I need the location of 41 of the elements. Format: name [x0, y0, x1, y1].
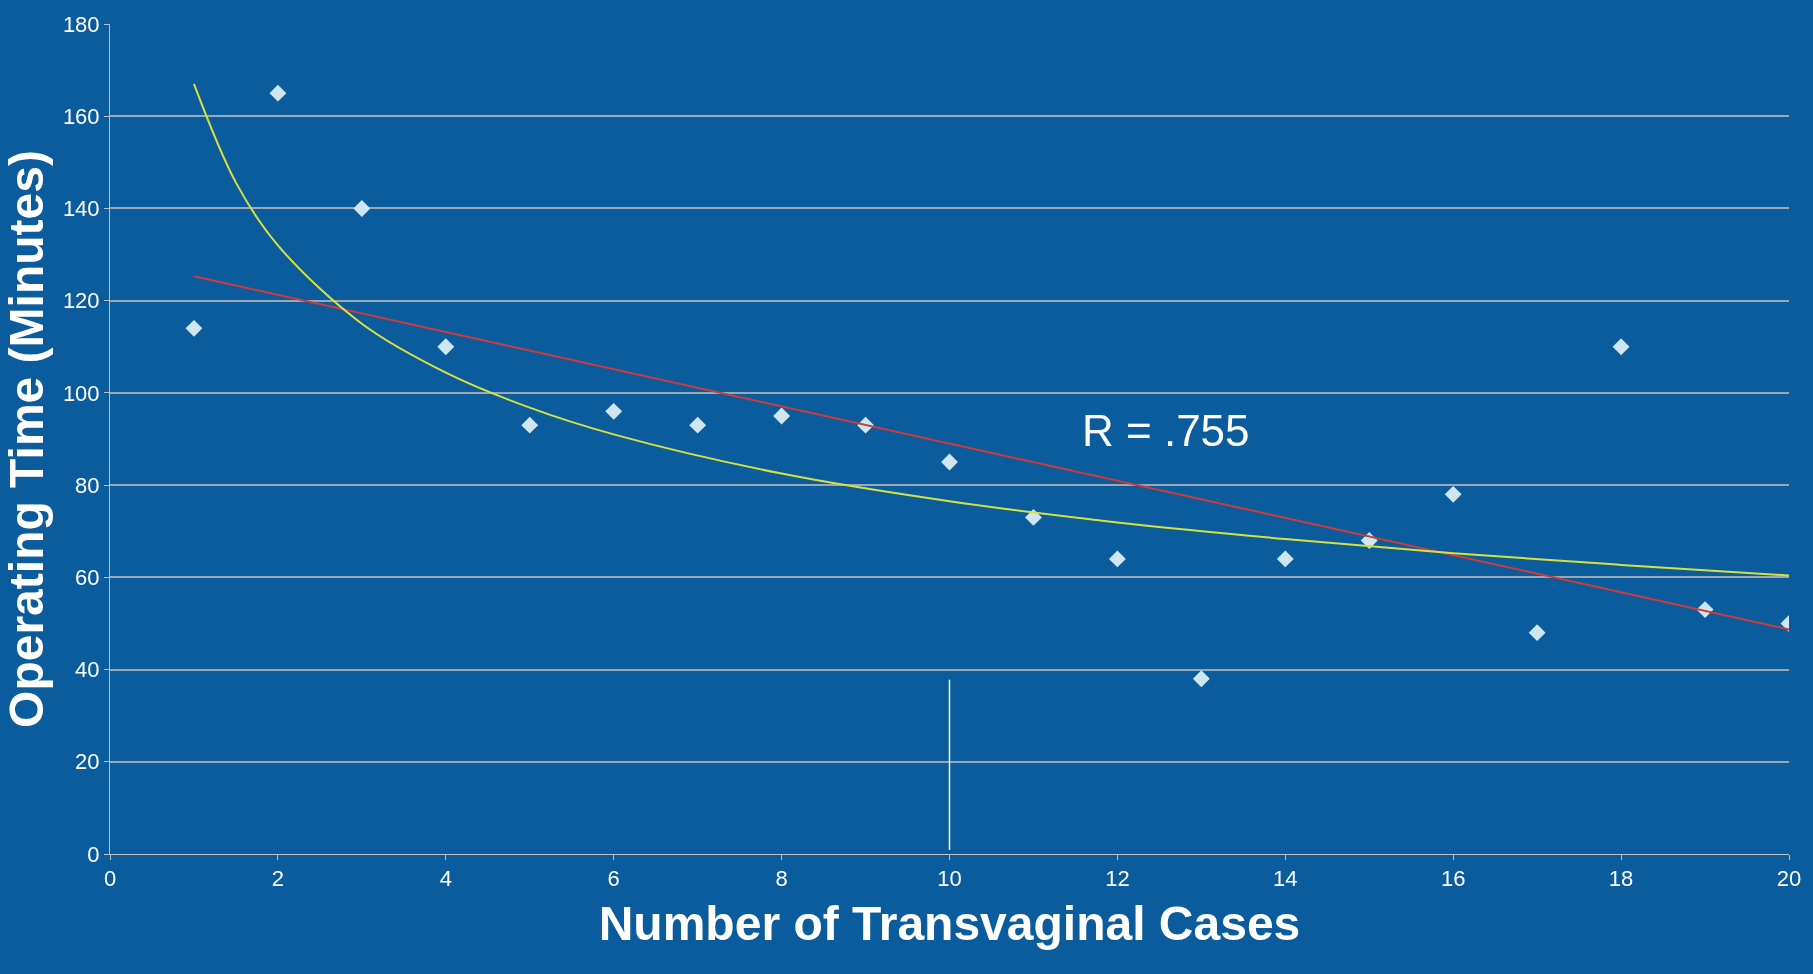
annotation: R = .755 — [1082, 406, 1250, 455]
y-tick-label: 160 — [62, 103, 100, 129]
point — [269, 84, 287, 102]
x-tick-label: 20 — [1776, 866, 1802, 892]
point — [1108, 550, 1126, 568]
point — [1528, 624, 1546, 642]
point — [521, 416, 539, 434]
y-tick-label: 0 — [87, 841, 100, 867]
point — [437, 338, 455, 356]
x-tick-label: 12 — [1105, 866, 1130, 892]
point — [185, 319, 203, 337]
y-tick-label: 120 — [62, 288, 100, 314]
point — [773, 407, 791, 425]
y-tick-label: 40 — [75, 657, 100, 683]
point — [1192, 670, 1210, 688]
x-tick-label: 4 — [439, 866, 452, 892]
y-tick-label: 140 — [62, 196, 100, 222]
point — [941, 453, 958, 471]
point — [1444, 485, 1462, 503]
point — [1025, 508, 1042, 526]
point — [1276, 550, 1294, 568]
y-axis-title: Operating Time (Minutes) — [0, 150, 53, 728]
x-tick-label: 16 — [1440, 866, 1466, 892]
y-tick-label: 20 — [75, 749, 100, 775]
line-series — [192, 82, 1789, 577]
x-tick-label: 0 — [103, 866, 117, 892]
x-tick-label: 8 — [775, 866, 788, 892]
x-axis-title: Number of Transvaginal Cases — [598, 896, 1301, 950]
x-tick-label: 18 — [1608, 866, 1634, 892]
point — [1612, 338, 1630, 356]
x-tick-label: 14 — [1273, 866, 1298, 892]
x-tick-label: 2 — [271, 866, 285, 892]
x-tick-label: 10 — [937, 866, 962, 892]
point — [353, 199, 371, 217]
x-tick-label: 6 — [607, 866, 620, 892]
point — [689, 416, 707, 434]
y-tick-label: 80 — [75, 472, 100, 498]
y-tick-label: 100 — [62, 380, 100, 406]
y-tick-label: 60 — [75, 565, 100, 591]
point — [605, 402, 623, 420]
y-tick-label: 180 — [62, 11, 100, 37]
